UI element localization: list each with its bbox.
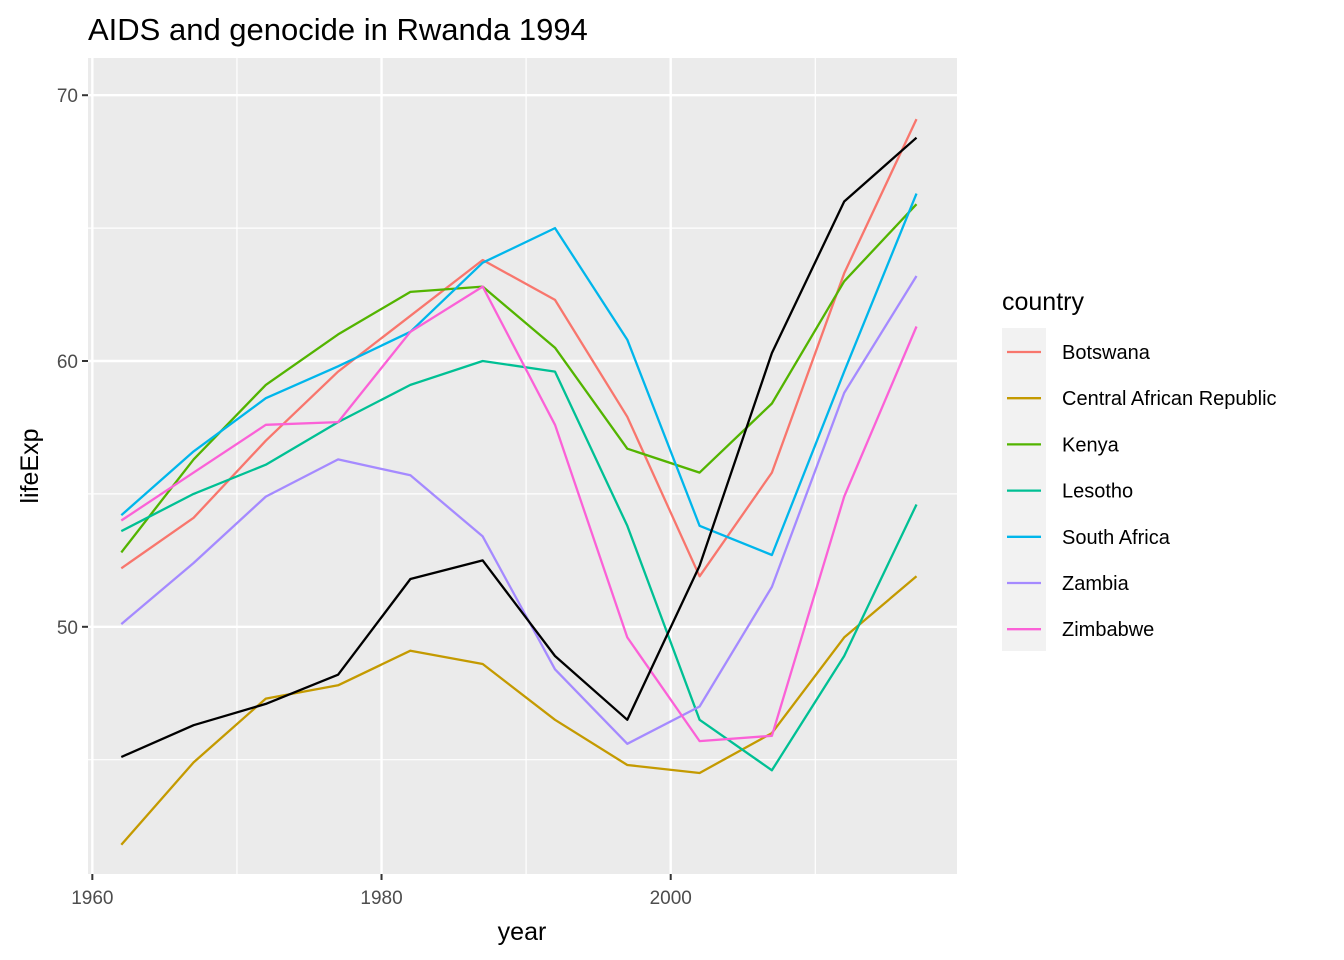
series-line-south-africa (120, 193, 918, 557)
axis-ticks (82, 94, 672, 880)
x-tick-label: 1980 (360, 888, 402, 909)
y-axis-title: lifeExp (16, 428, 44, 503)
y-tick-label: 60 (57, 352, 78, 373)
y-tick-label: 70 (57, 86, 78, 107)
legend-label: Botswana (1062, 342, 1151, 364)
legend-label: South Africa (1062, 527, 1171, 549)
chart-title: AIDS and genocide in Rwanda 1994 (88, 12, 588, 47)
major-gridlines (88, 58, 957, 874)
series-line-black-7 (120, 136, 918, 759)
plot-panel (88, 58, 957, 874)
series-lines (120, 118, 918, 846)
series-line-kenya (120, 203, 918, 554)
series-line-central-african-republic (120, 575, 918, 846)
legend-label: Zambia (1062, 573, 1130, 595)
y-tick-label: 50 (57, 618, 78, 639)
series-line-zimbabwe (120, 285, 918, 743)
series-line-zambia (120, 275, 918, 745)
tick-labels: 1960 1980 2000 50 60 70 (57, 86, 692, 909)
minor-gridlines (88, 58, 957, 874)
series-line-botswana (120, 118, 918, 578)
legend-label: Lesotho (1062, 481, 1133, 503)
legend-label: Zimbabwe (1062, 619, 1154, 641)
legend-label: Central African Republic (1062, 388, 1277, 410)
legend-title: country (1002, 288, 1084, 316)
x-axis-title: year (498, 918, 547, 946)
series-line-lesotho (120, 359, 918, 772)
legend: country Botswana Central African Republic… (1002, 288, 1277, 651)
legend-label: Kenya (1062, 434, 1120, 456)
x-tick-label: 2000 (650, 888, 692, 909)
x-tick-label: 1960 (71, 888, 113, 909)
